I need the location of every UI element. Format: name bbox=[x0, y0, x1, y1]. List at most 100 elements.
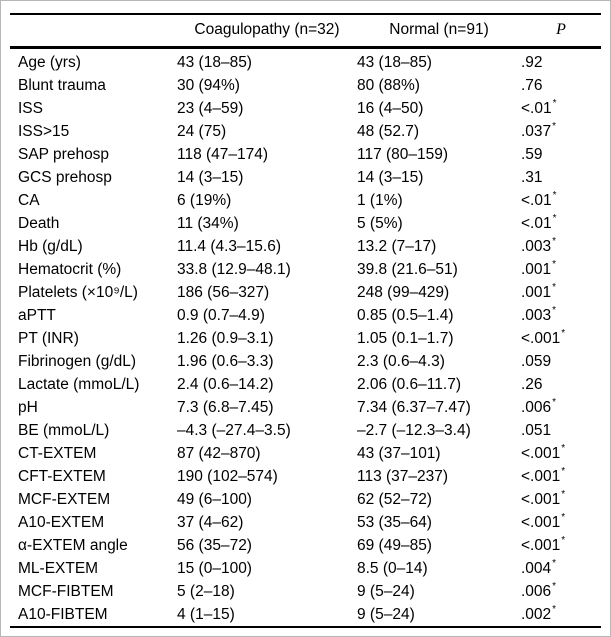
normal-value: 8.5 (0–14) bbox=[357, 559, 428, 577]
coagulopathy-value: 37 (4–62) bbox=[177, 513, 244, 531]
p-value: .006* bbox=[521, 397, 557, 416]
table-row: MCF-FIBTEM 5 (2–18) 9 (5–24) .006* bbox=[10, 580, 601, 603]
table-row: Death 11 (34%) 5 (5%) <.01* bbox=[10, 212, 601, 235]
coagulopathy-value: 6 (19%) bbox=[177, 191, 232, 209]
row-label: pH bbox=[18, 398, 38, 416]
row-label: GCS prehosp bbox=[18, 168, 112, 186]
normal-value: 13.2 (7–17) bbox=[357, 237, 437, 255]
p-value: <.001* bbox=[521, 466, 566, 485]
p-value: .003* bbox=[521, 236, 557, 255]
p-value: .051 bbox=[521, 421, 552, 439]
table-row: pH 7.3 (6.8–7.45) 7.34 (6.37–7.47) .006* bbox=[10, 396, 601, 419]
row-label: CA bbox=[18, 191, 40, 209]
p-value: .037* bbox=[521, 121, 557, 140]
table-row: A10-EXTEM 37 (4–62) 53 (35–64) <.001* bbox=[10, 511, 601, 534]
p-value: <.01* bbox=[521, 190, 557, 209]
coagulopathy-value: 2.4 (0.6–14.2) bbox=[177, 375, 274, 393]
header-coagulopathy: Coagulopathy (n=32) bbox=[177, 13, 357, 49]
p-value: .002* bbox=[521, 604, 557, 623]
row-label: α-EXTEM angle bbox=[18, 536, 128, 554]
p-value: <.001* bbox=[521, 535, 566, 554]
significance-star: * bbox=[561, 328, 566, 340]
significance-star: * bbox=[552, 121, 557, 133]
table-row: SAP prehosp 118 (47–174) 117 (80–159) .5… bbox=[10, 143, 601, 166]
p-value: .004* bbox=[521, 558, 557, 577]
row-label: Fibrinogen (g/dL) bbox=[18, 352, 137, 370]
coagulopathy-value: 5 (2–18) bbox=[177, 582, 235, 600]
normal-value: –2.7 (–12.3–3.4) bbox=[357, 421, 471, 439]
normal-value: 7.34 (6.37–7.47) bbox=[357, 398, 471, 416]
p-value: .059 bbox=[521, 352, 552, 370]
coagulopathy-value: 7.3 (6.8–7.45) bbox=[177, 398, 274, 416]
coagulopathy-value: 33.8 (12.9–48.1) bbox=[177, 260, 291, 278]
p-value: .92 bbox=[521, 53, 543, 71]
table-row: MCF-EXTEM 49 (6–100) 62 (52–72) <.001* bbox=[10, 488, 601, 511]
table-row: Lactate (mmoL/L) 2.4 (0.6–14.2) 2.06 (0.… bbox=[10, 373, 601, 396]
normal-value: 5 (5%) bbox=[357, 214, 403, 232]
header-row: Coagulopathy (n=32) Normal (n=91) P bbox=[10, 13, 601, 49]
normal-value: 48 (52.7) bbox=[357, 122, 420, 140]
table-row: α-EXTEM angle 56 (35–72) 69 (49–85) <.00… bbox=[10, 534, 601, 557]
p-value: .76 bbox=[521, 76, 543, 94]
row-label: ISS>15 bbox=[18, 122, 70, 140]
table-row: Hb (g/dL) 11.4 (4.3–15.6) 13.2 (7–17) .0… bbox=[10, 235, 601, 258]
row-label: A10-FIBTEM bbox=[18, 605, 108, 623]
coagulopathy-value: 190 (102–574) bbox=[177, 467, 278, 485]
row-label: Hematocrit (%) bbox=[18, 260, 122, 278]
coagulopathy-value: 49 (6–100) bbox=[177, 490, 252, 508]
header-p-value: P bbox=[521, 13, 601, 49]
p-value: .001* bbox=[521, 259, 557, 278]
significance-star: * bbox=[552, 305, 557, 317]
normal-value: 9 (5–24) bbox=[357, 605, 415, 623]
coagulopathy-value: 118 (47–174) bbox=[177, 145, 269, 163]
significance-star: * bbox=[552, 259, 557, 271]
p-value: .006* bbox=[521, 581, 557, 600]
row-label: Blunt trauma bbox=[18, 76, 106, 94]
row-label: SAP prehosp bbox=[18, 145, 110, 163]
significance-star: * bbox=[561, 535, 566, 547]
table-row: Blunt trauma 30 (94%) 80 (88%) .76 bbox=[10, 74, 601, 97]
table-row: PT (INR) 1.26 (0.9–3.1) 1.05 (0.1–1.7) <… bbox=[10, 327, 601, 350]
normal-value: 53 (35–64) bbox=[357, 513, 432, 531]
normal-value: 39.8 (21.6–51) bbox=[357, 260, 458, 278]
row-label: CT-EXTEM bbox=[18, 444, 97, 462]
table-row: ISS>15 24 (75) 48 (52.7) .037* bbox=[10, 120, 601, 143]
table-body: Age (yrs) 43 (18–85) 43 (18–85) .92 Blun… bbox=[10, 48, 601, 627]
normal-value: 1 (1%) bbox=[357, 191, 403, 209]
normal-value: 43 (37–101) bbox=[357, 444, 441, 462]
coagulopathy-value: 56 (35–72) bbox=[177, 536, 252, 554]
row-label: ML-EXTEM bbox=[18, 559, 99, 577]
table-row: aPTT 0.9 (0.7–4.9) 0.85 (0.5–1.4) .003* bbox=[10, 304, 601, 327]
normal-value: 2.3 (0.6–4.3) bbox=[357, 352, 445, 370]
table-row: GCS prehosp 14 (3–15) 14 (3–15) .31 bbox=[10, 166, 601, 189]
p-value: <.001* bbox=[521, 443, 566, 462]
normal-value: 69 (49–85) bbox=[357, 536, 432, 554]
row-label: Lactate (mmoL/L) bbox=[18, 375, 140, 393]
coagulopathy-value: 186 (56–327) bbox=[177, 283, 270, 301]
normal-value: 248 (99–429) bbox=[357, 283, 450, 301]
significance-star: * bbox=[561, 489, 566, 501]
row-label: MCF-EXTEM bbox=[18, 490, 111, 508]
normal-value: 1.05 (0.1–1.7) bbox=[357, 329, 454, 347]
table-header: Coagulopathy (n=32) Normal (n=91) P bbox=[10, 13, 601, 49]
significance-star: * bbox=[552, 190, 557, 202]
row-label: Age (yrs) bbox=[18, 53, 81, 71]
normal-value: 2.06 (0.6–11.7) bbox=[357, 375, 461, 393]
coagulopathy-value: 4 (1–15) bbox=[177, 605, 235, 623]
significance-star: * bbox=[552, 581, 557, 593]
normal-value: 16 (4–50) bbox=[357, 99, 424, 117]
significance-star: * bbox=[552, 236, 557, 248]
table-row: CFT-EXTEM 190 (102–574) 113 (37–237) <.0… bbox=[10, 465, 601, 488]
row-label: BE (mmoL/L) bbox=[18, 421, 110, 439]
significance-star: * bbox=[552, 282, 557, 294]
row-label: MCF-FIBTEM bbox=[18, 582, 114, 600]
table-row: BE (mmoL/L) –4.3 (–27.4–3.5) –2.7 (–12.3… bbox=[10, 419, 601, 442]
normal-value: 9 (5–24) bbox=[357, 582, 415, 600]
row-label: Death bbox=[18, 214, 60, 232]
p-value: .59 bbox=[521, 145, 543, 163]
significance-star: * bbox=[552, 604, 557, 616]
significance-star: * bbox=[552, 558, 557, 570]
p-value: <.001* bbox=[521, 512, 566, 531]
coagulopathy-value: 43 (18–85) bbox=[177, 53, 252, 71]
